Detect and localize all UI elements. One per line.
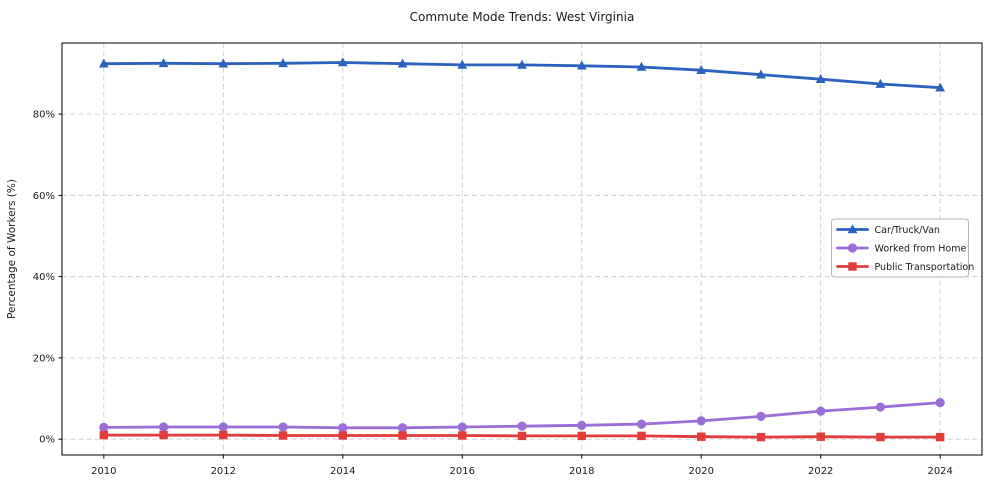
circle-marker <box>696 416 706 426</box>
legend-label: Car/Truck/Van <box>875 225 940 236</box>
legend-item-car-truck-van: Car/Truck/Van <box>836 224 940 236</box>
legend-label: Worked from Home <box>875 243 967 254</box>
triangle-marker <box>847 224 858 234</box>
series-public-transportation <box>99 430 945 442</box>
legend-label: Public Transportation <box>875 262 975 273</box>
y-tick-label: 60% <box>33 191 55 202</box>
triangle-marker <box>935 82 946 92</box>
triangle-marker <box>815 73 826 83</box>
legend-item-public-transportation: Public Transportation <box>836 262 975 273</box>
triangle-marker <box>397 58 408 68</box>
triangle-marker <box>875 78 886 88</box>
legend-item-worked-from-home: Worked from Home <box>836 243 967 254</box>
circle-marker <box>278 422 288 432</box>
series-layer <box>98 57 946 442</box>
square-marker <box>697 432 706 441</box>
circle-marker <box>636 419 647 429</box>
plot-border <box>61 42 983 456</box>
legend: Car/Truck/Van Worked from Home Public Tran… <box>831 218 975 278</box>
y-axis-label: Percentage of Workers (%) <box>6 179 18 319</box>
circle-marker <box>577 420 587 430</box>
legend-box <box>831 218 969 278</box>
chart-title: Commute Mode Trends: West Virginia <box>410 10 635 24</box>
triangle-marker <box>278 58 288 68</box>
x-tick-label: 2020 <box>688 466 713 477</box>
square-marker <box>159 430 168 440</box>
x-tick-label: 2024 <box>927 466 952 477</box>
triangle-marker <box>636 61 647 71</box>
square-marker <box>577 431 586 441</box>
square-marker <box>99 430 109 440</box>
triangle-marker <box>457 59 468 69</box>
square-marker <box>398 431 407 440</box>
square-marker <box>756 432 766 442</box>
square-marker <box>219 430 228 440</box>
triangle-marker <box>98 58 109 68</box>
x-tick-label: 2016 <box>450 466 475 477</box>
y-tick-label: 80% <box>33 110 55 121</box>
x-tick-label: 2022 <box>808 466 833 477</box>
square-marker <box>848 262 857 271</box>
circle-marker <box>218 422 228 432</box>
circle-marker <box>99 422 109 432</box>
series-worked-from-home <box>99 397 945 433</box>
square-marker <box>876 432 885 442</box>
square-marker <box>637 431 646 441</box>
triangle-marker <box>756 69 766 79</box>
circle-marker <box>816 406 826 416</box>
square-marker <box>517 431 527 441</box>
square-marker <box>935 432 945 442</box>
square-marker <box>338 431 347 440</box>
circle-marker <box>457 422 467 432</box>
series-car-truck-van <box>98 57 946 92</box>
circle-marker <box>847 243 858 253</box>
x-tick-label: 2012 <box>211 466 236 477</box>
y-tick-label: 40% <box>33 272 55 283</box>
circle-marker <box>158 422 169 432</box>
square-marker <box>816 432 825 441</box>
x-tick-label: 2018 <box>569 466 594 477</box>
circle-marker <box>397 423 408 433</box>
circle-marker <box>338 423 348 433</box>
y-tick-label: 0% <box>39 435 55 446</box>
triangle-marker <box>158 58 169 68</box>
square-marker <box>458 431 467 440</box>
triangle-marker <box>576 60 587 70</box>
square-marker <box>278 431 288 440</box>
axis-ticks: 0% 20% 40% 60% 80% 2010 2012 2014 2016 2018 2020 20… <box>33 110 953 477</box>
triangle-marker <box>696 65 707 75</box>
triangle-marker <box>337 57 348 67</box>
circle-marker <box>756 411 766 422</box>
y-tick-label: 20% <box>33 353 55 364</box>
circle-marker <box>517 421 527 431</box>
triangle-marker <box>218 58 229 68</box>
triangle-marker <box>517 59 527 69</box>
x-tick-label: 2010 <box>91 466 116 477</box>
x-tick-label: 2014 <box>330 466 355 477</box>
circle-marker <box>875 402 886 412</box>
circle-marker <box>935 397 945 408</box>
